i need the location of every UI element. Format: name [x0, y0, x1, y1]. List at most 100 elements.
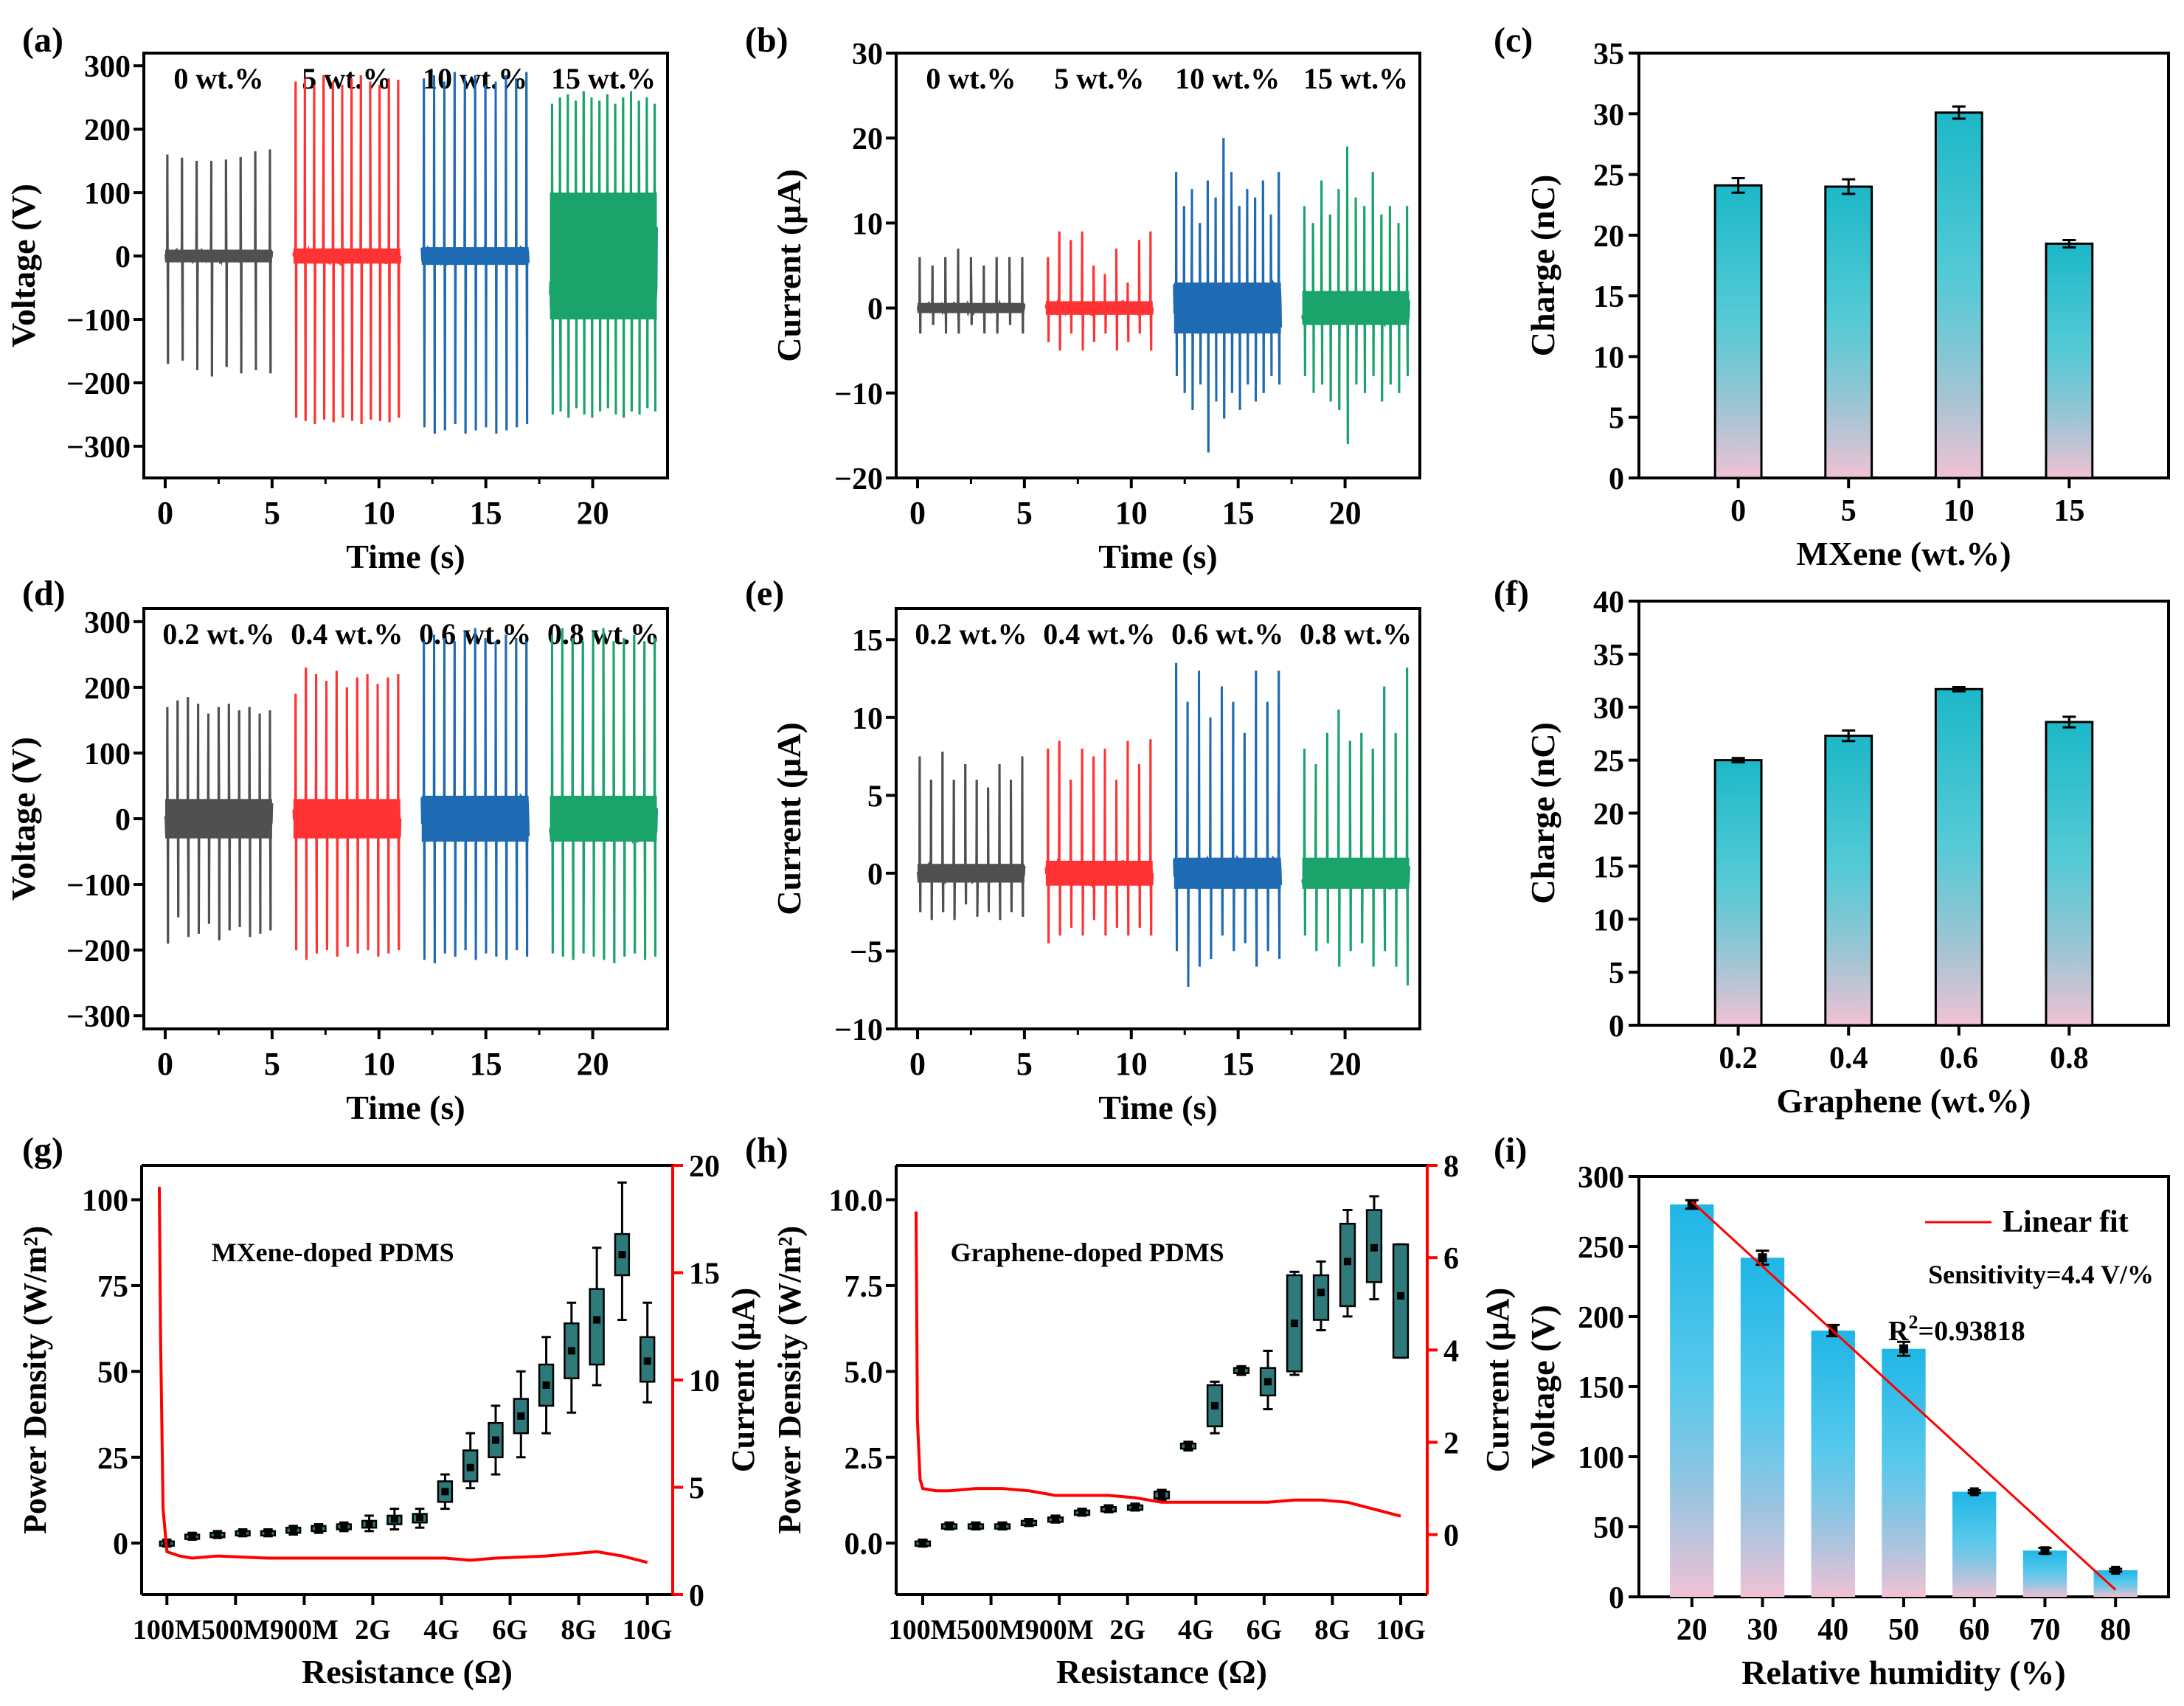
x-tick-label: 15 — [470, 1046, 502, 1082]
bar — [1670, 1204, 1714, 1597]
y-tick-label: 50 — [1593, 1511, 1624, 1545]
plot-frame — [142, 52, 669, 479]
panel-i: (i) 0 50 100 150 200 250 300 20 30 40 50 60 70 80 Relat… — [1494, 1131, 2170, 1691]
series-0.2 wt.%: 0.2 wt.% — [162, 617, 275, 944]
series-5 wt.%: 5 wt.% — [292, 62, 402, 424]
x-tick-label: 4G — [1178, 1615, 1214, 1646]
mean-marker — [1131, 1503, 1139, 1511]
y-tick-label: −10 — [834, 378, 883, 412]
y-tick-label: 7.5 — [845, 1270, 884, 1304]
y2-tick-label: 20 — [689, 1150, 720, 1184]
bar — [2093, 1570, 2138, 1597]
x-axis-label: Relative humidity (%) — [1741, 1654, 2066, 1691]
legend-label: Linear fit — [2003, 1205, 2129, 1239]
y-tick-label: 30 — [1593, 692, 1624, 726]
mean-marker — [1370, 1244, 1378, 1252]
x-tick-label: 6G — [1247, 1615, 1283, 1646]
x-tick-label: 0.2 — [1719, 1041, 1758, 1075]
x-tick-label: 50 — [1888, 1613, 1919, 1647]
y-tick-label: 100 — [1578, 1441, 1624, 1475]
noise-band — [293, 799, 401, 839]
box-plot — [614, 1181, 631, 1322]
noise-band — [421, 795, 529, 842]
box — [589, 1288, 605, 1366]
sensitivity-label: Sensitivity=4.4 V/% — [1928, 1260, 2154, 1289]
y-tick-label: 200 — [84, 672, 131, 706]
noise-band — [917, 864, 1025, 883]
bar — [1713, 759, 1763, 1027]
mean-marker — [567, 1347, 575, 1355]
y-tick-label: 0 — [113, 1528, 128, 1561]
x-tick-label: 10 — [1115, 495, 1148, 531]
x-tick-label: 10G — [623, 1615, 673, 1646]
y-tick-label: 0 — [867, 858, 883, 892]
x-tick-label: 40 — [1817, 1613, 1848, 1647]
box-plot — [1020, 1518, 1038, 1528]
x-tick-label: 2G — [355, 1615, 391, 1646]
box-plot — [589, 1246, 605, 1387]
series-10 wt.%: 10 wt.% — [420, 62, 530, 434]
box-plot — [1259, 1349, 1277, 1411]
x-tick-label: 0 — [1730, 494, 1746, 528]
x-tick-label: 15 — [2053, 494, 2084, 528]
mean-marker — [1264, 1378, 1272, 1386]
y-tick-label: 200 — [1578, 1301, 1624, 1335]
panel-d: (d) 0 5 10 15 20 −300 −200 −100 0 100 200 300 Time (s… — [4, 574, 669, 1126]
box-plot — [462, 1432, 479, 1490]
legend-label: 0.6 wt.% — [1171, 617, 1283, 651]
y-tick-label: 0.0 — [845, 1528, 884, 1561]
bar — [1713, 184, 1763, 479]
box-plot — [311, 1523, 327, 1534]
x-tick-label: 100M — [889, 1615, 957, 1646]
x-tick-label: 0.8 — [2050, 1041, 2089, 1075]
series-0.8 wt.%: 0.8 wt.% — [1300, 617, 1412, 985]
panel-a: (a) 0 5 10 15 20 −300 −200 −100 0 100 200 300 Time (s… — [4, 21, 669, 575]
panel-g: (g) 0 25 50 75 100 0 5 10 15 20 100M 500M 900M 2G 4G 6G 8… — [17, 1131, 761, 1691]
mean-marker — [1758, 1253, 1767, 1263]
y2-axis-label: Current (μA) — [1480, 1288, 1516, 1472]
mean-marker — [315, 1525, 322, 1533]
signal-trace — [1044, 231, 1154, 351]
mean-marker — [1158, 1491, 1165, 1499]
box-plot — [1153, 1488, 1171, 1502]
y2-tick-label: 6 — [1443, 1242, 1459, 1276]
y-tick-label: 100 — [82, 1185, 128, 1218]
bar — [1952, 1491, 1997, 1597]
y2-tick-label: 4 — [1443, 1334, 1459, 1368]
mean-marker — [1105, 1505, 1112, 1513]
y-tick-label: 25 — [97, 1442, 128, 1476]
box-plot — [1233, 1365, 1250, 1376]
box-plot — [538, 1336, 555, 1435]
mean-marker — [1211, 1401, 1218, 1409]
mean-marker — [466, 1463, 474, 1471]
mean-marker — [1025, 1519, 1033, 1527]
noise-band — [1174, 857, 1281, 889]
box-plot — [1286, 1270, 1303, 1376]
x-tick-label: 20 — [577, 1046, 609, 1082]
mean-marker — [492, 1436, 499, 1444]
x-tick-label: 10 — [363, 495, 395, 531]
y-tick-label: −300 — [66, 431, 131, 465]
x-axis-label: Time (s) — [346, 538, 465, 575]
current-curve — [915, 1211, 1401, 1518]
x-tick-label: 5 — [1016, 1046, 1033, 1082]
y2-tick-label: 10 — [689, 1365, 720, 1398]
box-plot — [564, 1301, 580, 1414]
mean-marker — [1238, 1367, 1245, 1376]
y-tick-label: 0 — [1609, 462, 1624, 496]
box-plot — [1073, 1508, 1091, 1517]
y2-tick-label: 5 — [689, 1472, 704, 1506]
x-tick-label: 0 — [909, 1046, 926, 1082]
x-tick-label: 5 — [1016, 495, 1033, 531]
y-tick-label: −100 — [66, 869, 131, 903]
noise-band — [1045, 301, 1153, 315]
y-tick-label: −200 — [66, 367, 131, 401]
y2-tick-label: 0 — [689, 1579, 704, 1613]
mean-marker — [1899, 1344, 1908, 1353]
y-tick-label: −10 — [834, 1013, 883, 1047]
y-tick-label: −300 — [66, 1000, 131, 1034]
noise-band — [1302, 857, 1410, 889]
mean-marker — [999, 1522, 1006, 1530]
bar — [1740, 1258, 1785, 1597]
box-plot — [1365, 1195, 1383, 1301]
